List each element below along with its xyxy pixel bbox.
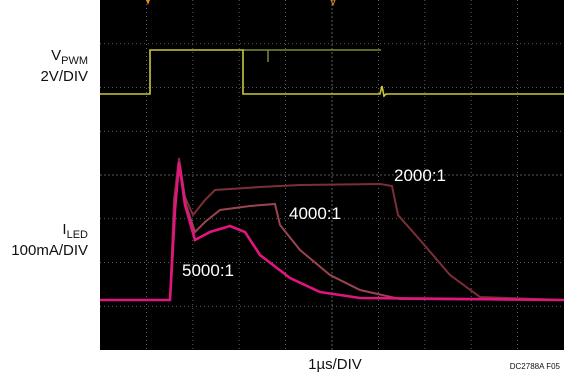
- trigger-marker: [146, 0, 150, 5]
- vpwm-label: VPWM: [51, 47, 88, 67]
- trace-label: 5000:1: [182, 261, 234, 280]
- iled-scale: 100mA/DIV: [11, 242, 88, 259]
- pwm-trace: [100, 49, 564, 98]
- trigger-marker: [330, 0, 336, 7]
- pwm-overlay: [243, 49, 381, 62]
- timebase-label: 1µs/DIV: [308, 356, 362, 373]
- led-trace-5000: [100, 161, 564, 302]
- trace-label: 4000:1: [289, 204, 341, 223]
- vpwm-scale: 2V/DIV: [40, 68, 88, 85]
- iled-label: ILED: [62, 221, 88, 241]
- trace-label: 2000:1: [394, 166, 446, 185]
- figure-id: DC2788A F05: [510, 362, 561, 371]
